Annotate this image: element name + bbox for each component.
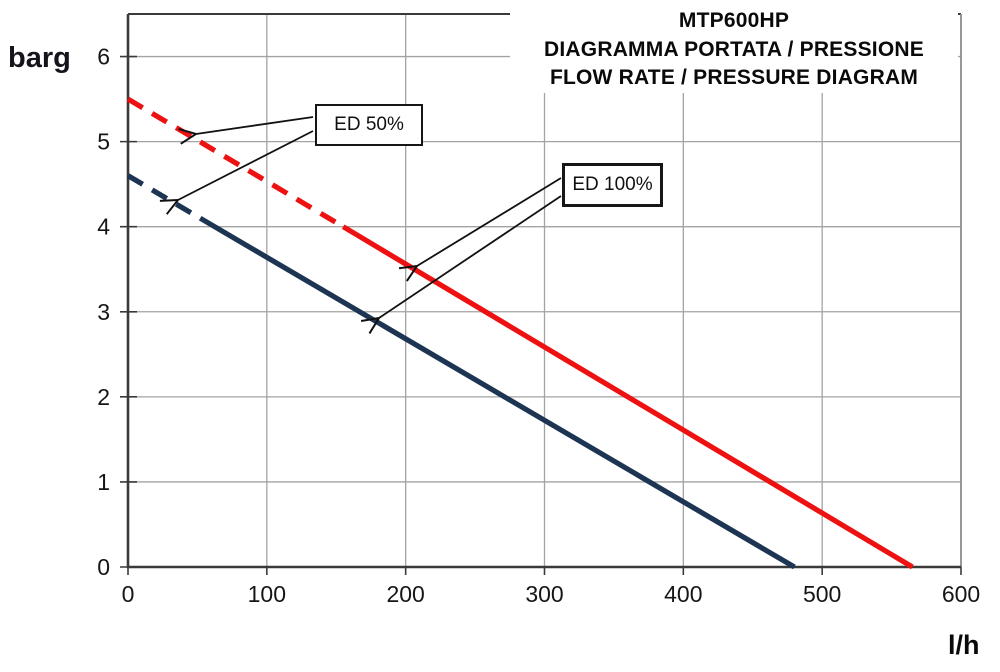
y-tick-label: 0 [97, 554, 110, 580]
x-tick-label: 400 [664, 581, 702, 607]
callout-arrow-0 [178, 116, 314, 145]
x-tick-label: 500 [803, 581, 841, 607]
y-tick-label: 1 [97, 469, 110, 495]
x-tick-label: 300 [525, 581, 563, 607]
callout-ed50-label: ED 50% [334, 114, 404, 135]
y-axis-title: barg [8, 42, 71, 74]
y-tick-label: 4 [97, 214, 110, 240]
callout-arrow-1 [360, 195, 562, 334]
y-tick-label: 3 [97, 299, 110, 325]
series-line-ed100-dashed [126, 173, 202, 221]
chart-title-line-2: DIAGRAMMA PORTATA / PRESSIONE [544, 37, 924, 61]
chart-title-line-1: MTP600HP [678, 9, 790, 32]
series-line-ed50-dashed [126, 96, 345, 229]
y-tick-label: 2 [97, 384, 110, 410]
series-line-ed100-solid [198, 215, 796, 570]
x-tick-label: 600 [942, 581, 980, 607]
callout-arrow-1 [398, 177, 562, 282]
callout-arrow-0 [159, 130, 314, 215]
y-tick-label: 6 [97, 44, 110, 70]
callout-ed100: ED 100% [562, 163, 663, 207]
callout-ed50: ED 50% [315, 104, 423, 146]
chart-title-line-3: FLOW RATE / PRESSURE DIAGRAM [549, 66, 919, 89]
chart-title: MTP600HP DIAGRAMMA PORTATA / PRESSIONE F… [510, 7, 958, 93]
callout-ed100-label: ED 100% [572, 174, 653, 195]
x-tick-label: 100 [248, 581, 286, 607]
x-tick-label: 0 [122, 581, 135, 607]
x-tick-label: 200 [386, 581, 424, 607]
series-line-ed50-solid [341, 224, 914, 570]
y-tick-label: 5 [97, 129, 110, 155]
x-axis-title: l/h [948, 630, 980, 660]
